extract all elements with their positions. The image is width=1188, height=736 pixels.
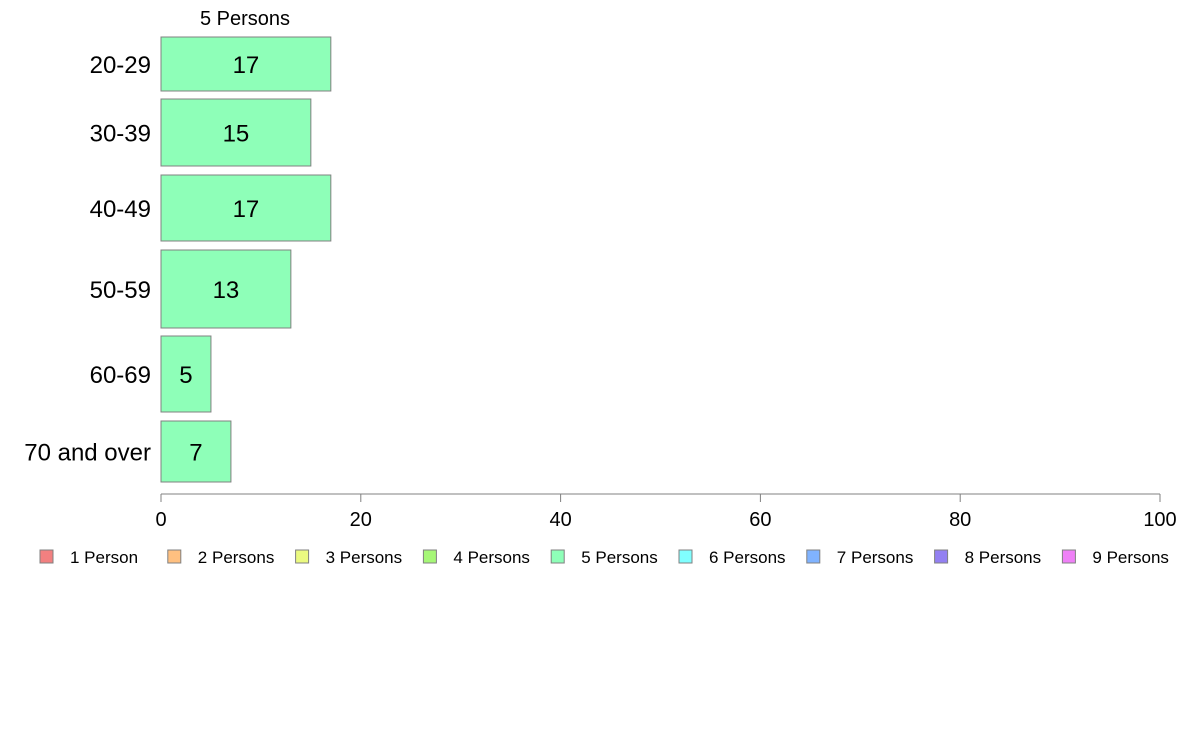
legend-swatch bbox=[39, 549, 54, 564]
legend-label: 4 Persons bbox=[453, 548, 530, 567]
legend: 1 Person 2 Persons 3 Persons 4 Persons 5 Per… bbox=[39, 548, 1169, 567]
category-label: 60-69 bbox=[90, 362, 151, 389]
bar-40-49 bbox=[160, 174, 332, 242]
bars-group: 17 15 17 13 5 7 bbox=[160, 36, 332, 483]
legend-swatch bbox=[678, 549, 693, 564]
legend-label: 8 Persons bbox=[965, 548, 1042, 567]
legend-swatch bbox=[422, 549, 437, 564]
legend-swatch bbox=[550, 549, 565, 564]
bar-value-label: 7 bbox=[189, 440, 202, 467]
category-label: 20-29 bbox=[90, 52, 151, 79]
bar-value-label: 17 bbox=[233, 196, 260, 223]
legend-label: 7 Persons bbox=[837, 548, 914, 567]
legend-swatch bbox=[1061, 549, 1076, 564]
bar-50-59 bbox=[160, 249, 292, 329]
category-label: 50-59 bbox=[90, 277, 151, 304]
x-tick-label: 40 bbox=[549, 509, 571, 531]
bar-20-29 bbox=[160, 36, 332, 92]
bar-30-39 bbox=[160, 98, 312, 167]
legend-swatch bbox=[934, 549, 949, 564]
legend-label: 1 Person bbox=[70, 548, 138, 567]
legend-label: 6 Persons bbox=[709, 548, 786, 567]
x-tick-label: 80 bbox=[949, 509, 971, 531]
legend-label: 3 Persons bbox=[326, 548, 403, 567]
bar-60-69 bbox=[160, 335, 212, 413]
legend-swatch bbox=[295, 549, 310, 564]
bar-value-label: 15 bbox=[223, 121, 250, 148]
category-label: 70 and over bbox=[24, 440, 151, 467]
x-tick-label: 0 bbox=[155, 509, 166, 531]
category-labels: 20-29 30-39 40-49 50-59 60-69 70 and over bbox=[24, 52, 151, 467]
legend-label: 2 Persons bbox=[198, 548, 275, 567]
bar-value-label: 13 bbox=[213, 277, 240, 304]
legend-label: 9 Persons bbox=[1092, 548, 1169, 567]
bar-value-label: 5 bbox=[179, 362, 192, 389]
x-tick-label: 100 bbox=[1143, 509, 1176, 531]
panel-title: 5 Persons bbox=[200, 8, 290, 30]
legend-label: 5 Persons bbox=[581, 548, 658, 567]
category-label: 30-39 bbox=[90, 121, 151, 148]
category-label: 40-49 bbox=[90, 196, 151, 223]
bar-value-label: 17 bbox=[233, 52, 260, 79]
x-tick-label: 60 bbox=[749, 509, 771, 531]
x-axis: 0 20 40 60 80 100 bbox=[155, 493, 1177, 531]
bar-70-and-over bbox=[160, 420, 232, 483]
legend-swatch bbox=[806, 549, 821, 564]
x-tick-label: 20 bbox=[350, 509, 372, 531]
legend-swatch bbox=[167, 549, 182, 564]
